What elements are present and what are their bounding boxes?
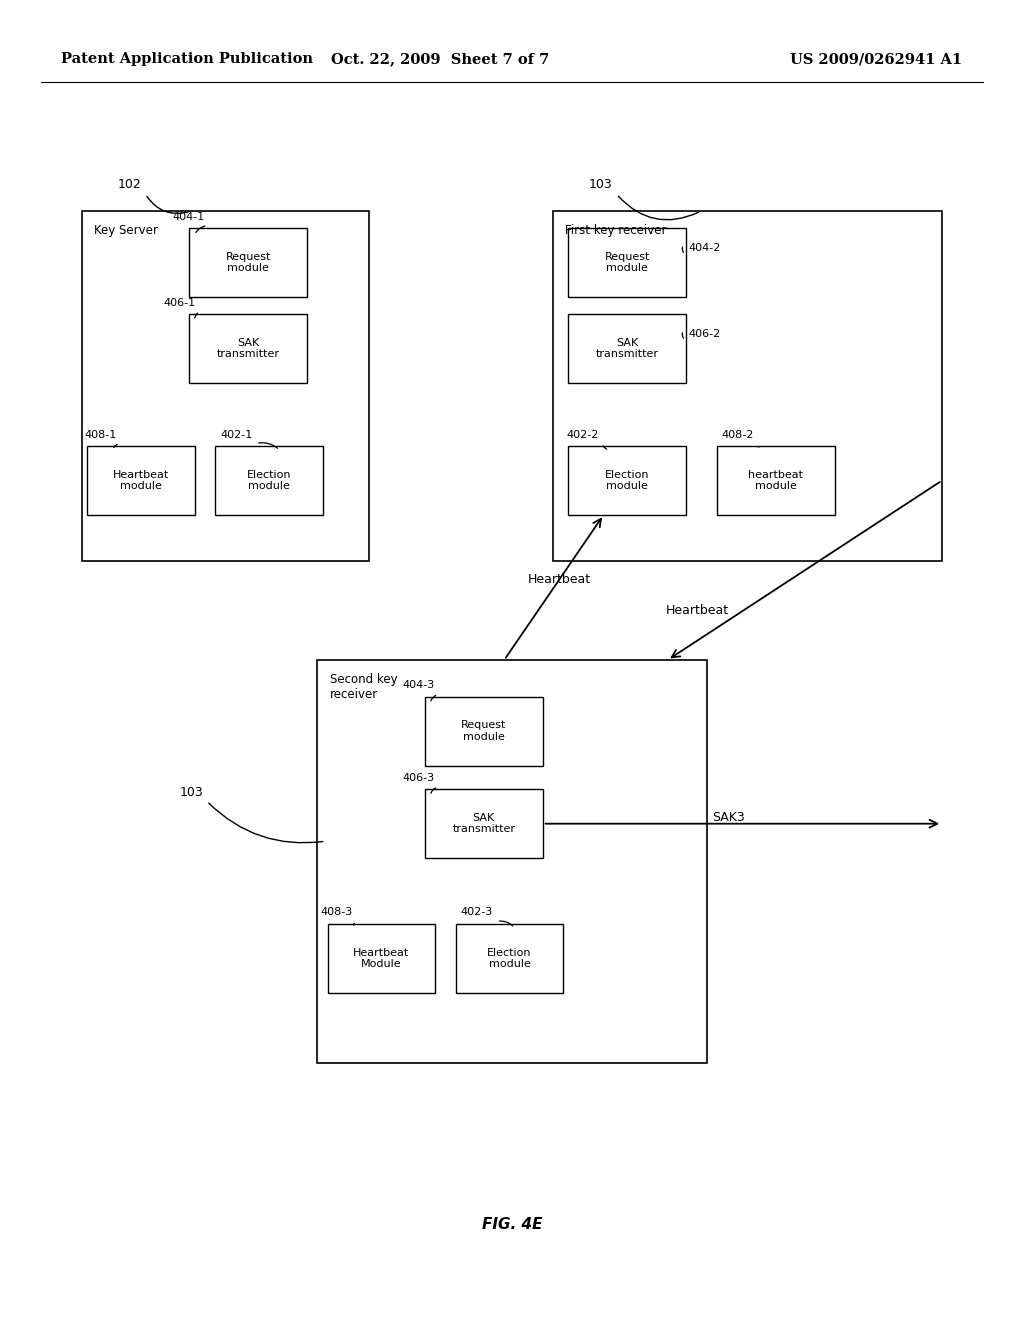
- Text: Second key
receiver: Second key receiver: [330, 673, 397, 701]
- Text: Election
module: Election module: [605, 470, 649, 491]
- Text: Request
module: Request module: [461, 721, 507, 742]
- Text: Heartbeat: Heartbeat: [527, 573, 591, 586]
- Text: 103: 103: [179, 785, 203, 799]
- Text: 402-3: 402-3: [461, 907, 493, 917]
- Text: US 2009/0262941 A1: US 2009/0262941 A1: [791, 53, 963, 66]
- Bar: [425, 697, 543, 766]
- Text: 406-3: 406-3: [402, 772, 434, 783]
- Bar: [456, 924, 563, 993]
- Bar: [553, 211, 942, 561]
- Text: Request
module: Request module: [225, 252, 271, 273]
- Text: 406-1: 406-1: [164, 297, 196, 308]
- Text: 408-3: 408-3: [321, 907, 352, 917]
- Text: Patent Application Publication: Patent Application Publication: [61, 53, 313, 66]
- Text: SAK
transmitter: SAK transmitter: [453, 813, 515, 834]
- Bar: [568, 314, 686, 383]
- Text: 402-1: 402-1: [220, 429, 252, 440]
- Bar: [568, 228, 686, 297]
- Bar: [87, 446, 195, 515]
- Text: Oct. 22, 2009  Sheet 7 of 7: Oct. 22, 2009 Sheet 7 of 7: [331, 53, 550, 66]
- Bar: [568, 446, 686, 515]
- Bar: [317, 660, 707, 1063]
- Bar: [328, 924, 435, 993]
- Text: 404-1: 404-1: [172, 211, 204, 222]
- Text: Request
module: Request module: [604, 252, 650, 273]
- Bar: [215, 446, 323, 515]
- Text: 404-2: 404-2: [688, 243, 721, 253]
- Text: heartbeat
module: heartbeat module: [749, 470, 803, 491]
- Text: SAK
transmitter: SAK transmitter: [217, 338, 280, 359]
- Text: 103: 103: [589, 178, 612, 191]
- Bar: [189, 228, 307, 297]
- Text: 402-2: 402-2: [566, 429, 599, 440]
- Text: 404-3: 404-3: [402, 680, 434, 690]
- Text: 102: 102: [118, 178, 141, 191]
- Text: SAK
transmitter: SAK transmitter: [596, 338, 658, 359]
- Text: Heartbeat: Heartbeat: [666, 603, 729, 616]
- Text: Heartbeat
Module: Heartbeat Module: [353, 948, 410, 969]
- Text: Heartbeat
module: Heartbeat module: [113, 470, 169, 491]
- Text: Key Server: Key Server: [94, 224, 158, 238]
- Text: Election
module: Election module: [247, 470, 291, 491]
- Bar: [189, 314, 307, 383]
- Bar: [425, 789, 543, 858]
- Text: SAK3: SAK3: [712, 810, 744, 824]
- Text: FIG. 4E: FIG. 4E: [481, 1217, 543, 1233]
- Bar: [82, 211, 369, 561]
- Text: First key receiver: First key receiver: [565, 224, 667, 238]
- Text: Election
module: Election module: [487, 948, 531, 969]
- Bar: [717, 446, 835, 515]
- Text: 408-2: 408-2: [722, 429, 755, 440]
- Text: 408-1: 408-1: [84, 429, 116, 440]
- Text: 406-2: 406-2: [688, 329, 720, 339]
